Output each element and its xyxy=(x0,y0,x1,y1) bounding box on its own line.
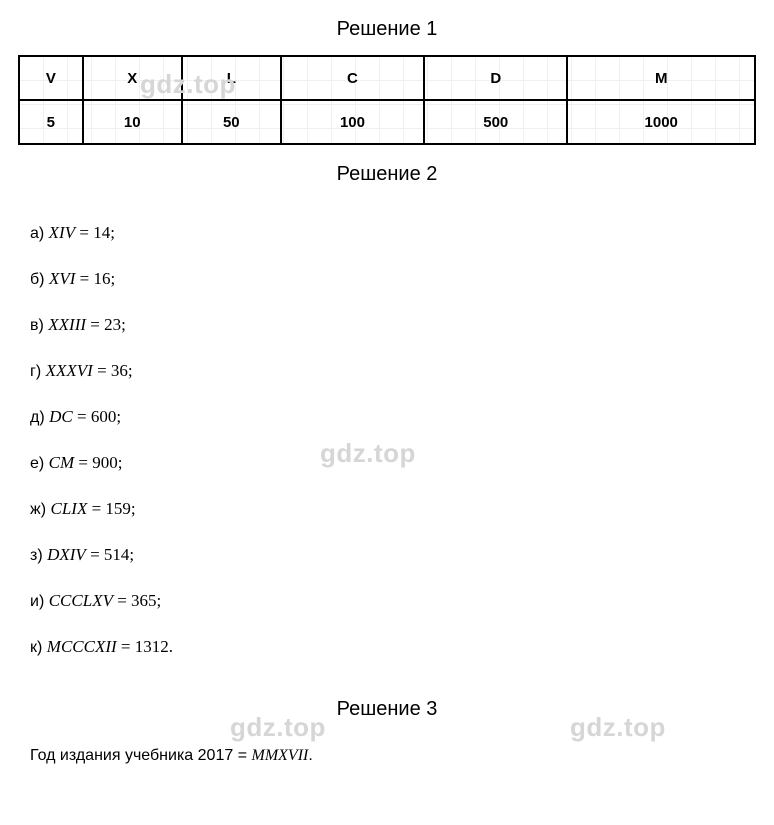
roman-list: а) XIV = 14;б) XVI = 16;в) XXIII = 23;г)… xyxy=(0,200,774,680)
list-item-roman: XVI xyxy=(49,269,75,288)
list-item-label: в) xyxy=(30,317,48,334)
list-item-roman: CCCLXV xyxy=(49,591,113,610)
list-item-value: = 23; xyxy=(86,315,126,334)
list-item-value: = 36; xyxy=(93,361,133,380)
list-item: к) MCCCXII = 1312. xyxy=(30,624,744,670)
table-value-cell: 500 xyxy=(424,100,567,144)
list-item: и) CCCLXV = 365; xyxy=(30,578,744,624)
table-value-cell: 50 xyxy=(182,100,281,144)
list-item: ж) CLIX = 159; xyxy=(30,486,744,532)
table-header-cell: V xyxy=(19,56,83,100)
table-header-cell: C xyxy=(281,56,424,100)
list-item-label: з) xyxy=(30,547,47,564)
list-item-label: ж) xyxy=(30,501,50,518)
list-item-roman: DC xyxy=(49,407,73,426)
footer-suffix: . xyxy=(308,747,312,764)
footer-prefix: Год издания учебника 2017 = xyxy=(30,747,251,764)
footer-roman: MMXVII xyxy=(251,747,308,764)
table-header-cell: L xyxy=(182,56,281,100)
table-header-cell: X xyxy=(83,56,182,100)
footer-text: Год издания учебника 2017 = MMXVII. xyxy=(0,735,774,781)
list-item-roman: CLIX xyxy=(50,499,87,518)
list-item-label: к) xyxy=(30,639,47,656)
section2-title: Решение 2 xyxy=(0,145,774,200)
list-item-roman: XIV xyxy=(49,223,75,242)
list-item-value: = 14; xyxy=(75,223,115,242)
table-header-cell: M xyxy=(567,56,755,100)
section3-title: Решение 3 xyxy=(0,680,774,735)
list-item: а) XIV = 14; xyxy=(30,210,744,256)
table-value-cell: 1000 xyxy=(567,100,755,144)
list-item-label: е) xyxy=(30,455,49,472)
list-item-label: а) xyxy=(30,225,49,242)
list-item-roman: CM xyxy=(49,453,75,472)
list-item: з) DXIV = 514; xyxy=(30,532,744,578)
list-item: г) XXXVI = 36; xyxy=(30,348,744,394)
list-item-label: б) xyxy=(30,271,49,288)
table-value-cell: 10 xyxy=(83,100,182,144)
list-item-label: и) xyxy=(30,593,49,610)
table-header-row: V X L C D M xyxy=(19,56,755,100)
table-value-cell: 5 xyxy=(19,100,83,144)
list-item-label: г) xyxy=(30,363,46,380)
roman-table-wrap: V X L C D M 5 10 50 100 500 1000 xyxy=(0,55,774,145)
roman-table: V X L C D M 5 10 50 100 500 1000 xyxy=(18,55,756,145)
table-header-cell: D xyxy=(424,56,567,100)
table-value-cell: 100 xyxy=(281,100,424,144)
list-item-value: = 514; xyxy=(86,545,134,564)
list-item-roman: XXXVI xyxy=(46,361,93,380)
list-item-value: = 159; xyxy=(87,499,135,518)
table-value-row: 5 10 50 100 500 1000 xyxy=(19,100,755,144)
list-item-value: = 600; xyxy=(73,407,121,426)
list-item-label: д) xyxy=(30,409,49,426)
list-item: в) XXIII = 23; xyxy=(30,302,744,348)
list-item: д) DC = 600; xyxy=(30,394,744,440)
list-item-value: = 1312. xyxy=(117,637,173,656)
section1-title: Решение 1 xyxy=(0,0,774,55)
list-item-value: = 365; xyxy=(113,591,161,610)
list-item-value: = 16; xyxy=(75,269,115,288)
list-item-value: = 900; xyxy=(74,453,122,472)
list-item-roman: MCCCXII xyxy=(47,637,117,656)
list-item: б) XVI = 16; xyxy=(30,256,744,302)
list-item-roman: DXIV xyxy=(47,545,86,564)
list-item: е) CM = 900; xyxy=(30,440,744,486)
list-item-roman: XXIII xyxy=(48,315,86,334)
